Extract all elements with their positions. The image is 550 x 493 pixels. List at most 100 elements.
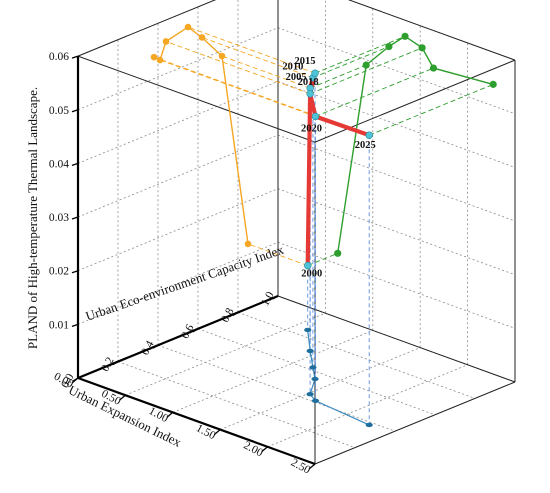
connector-to-yz-wall-2010 [201, 37, 314, 79]
projection-lines [150, 23, 497, 428]
projection-point-yz-2005 [218, 52, 226, 60]
grid-line-yz-z4 [77, 27, 279, 111]
grid-line-xz-z5 [348, 0, 516, 61]
x-tick-1 [118, 394, 126, 401]
projection-point-yz-2010 [198, 34, 206, 41]
main-point-2025 [365, 131, 373, 139]
year-label-2018: 2018 [298, 77, 319, 88]
year-label-2000: 2000 [301, 269, 322, 280]
z-tick-label-2: 0.03 [49, 212, 69, 224]
grid-line-xz-z0 [277, 241, 516, 329]
y-tick-label-5: 1.0 [259, 290, 276, 309]
y-tick-label-2: 0.4 [139, 339, 156, 358]
connector-to-xz-wall-2000 [307, 252, 338, 267]
projection-line-yz-wall [153, 26, 249, 244]
y-tick-label-4: 0.8 [219, 306, 236, 325]
grid-line-xy-y4 [237, 312, 476, 399]
z-tick-5 [71, 55, 79, 59]
projection-point-floor-2015 [311, 376, 319, 382]
y-tick-5 [272, 295, 279, 300]
y-axis-title: Urban Eco-environment Capacity Index [84, 242, 286, 324]
projection-point-floor-2025 [365, 422, 373, 428]
y-tick-0 [72, 377, 79, 382]
projection-point-xz-2000 [334, 249, 342, 257]
connector-to-yz-wall-2000 [247, 243, 308, 267]
projection-point-xz-2020 [429, 64, 438, 72]
projection-point-floor-2020 [311, 398, 320, 403]
projection-point-floor-2010 [309, 365, 317, 370]
projection-point-xz-2025 [489, 80, 497, 88]
main-point-2020 [311, 112, 320, 121]
z-tick-label-1: 0.02 [49, 266, 69, 278]
connector-to-yz-wall-2025 [153, 56, 370, 136]
y-tick-4 [232, 311, 239, 316]
grid-line-xy-y2 [157, 344, 396, 432]
year-label-2010: 2010 [282, 62, 303, 73]
y-axis-line [77, 294, 279, 380]
z-tick-0 [71, 323, 79, 327]
projection-point-yz-2018 [162, 38, 170, 45]
connector-to-yz-wall-2015 [187, 26, 316, 74]
axes-layer: 0.010.020.030.040.050.060.000.501.001.50… [49, 51, 316, 477]
projection-point-xz-2015 [401, 32, 409, 40]
box-edge-9 [314, 381, 516, 465]
projection-point-floor-2005 [306, 348, 314, 354]
grid-line-xz-z4 [277, 27, 516, 115]
projection-point-yz-2015 [184, 23, 192, 31]
projection-point-yz-2020 [156, 56, 164, 64]
grid-line-xz-z2 [277, 134, 516, 222]
grid-line-xz-z1 [277, 188, 516, 276]
z-axis-title: PLAND of High-temperature Thermal Landsc… [25, 87, 40, 349]
projection-point-xz-2005 [362, 61, 370, 69]
y-tick-label-1: 0.2 [99, 355, 116, 374]
x-tick-label-4: 2.00 [241, 439, 265, 459]
year-label-2025: 2025 [355, 140, 376, 151]
z-tick-label-5: 0.06 [49, 51, 69, 63]
projection-point-xz-2010 [385, 42, 393, 51]
grid-line-xy-x4 [267, 364, 468, 448]
box-edge-8 [277, 295, 516, 383]
box-edge-6 [314, 59, 516, 143]
projection-point-floor-2000 [304, 327, 312, 333]
x-tick-3 [213, 429, 221, 436]
grid-line-yz-z5 [77, 0, 216, 57]
x-axis-line [77, 376, 316, 466]
z-tick-label-0: 0.01 [49, 319, 69, 331]
x-tick-label-3: 1.50 [194, 422, 218, 442]
grid-line-yz-z1 [77, 188, 279, 272]
grid-line-yz-z3 [77, 81, 279, 164]
x-tick-4 [261, 446, 269, 453]
y-tick-2 [152, 344, 159, 349]
y-tick-label-3: 0.6 [179, 322, 196, 341]
box-edge-5 [347, 0, 516, 61]
connector-to-yz-wall-2018 [165, 41, 311, 95]
x-tick-5 [308, 463, 316, 470]
grid-line-xy-y1 [117, 361, 356, 448]
main-point-2000 [304, 261, 312, 270]
connector-to-xz-wall-2020 [315, 67, 434, 117]
x-tick-2 [166, 411, 174, 418]
x-tick-label-5: 2.50 [289, 457, 313, 477]
z-tick-label-4: 0.05 [49, 105, 69, 117]
projection-point-floor-2018 [306, 392, 314, 397]
main-point-2018 [306, 90, 314, 98]
grid-line-yz-z2 [77, 134, 279, 218]
connector-to-xz-wall-2010 [312, 46, 390, 79]
connector-to-xz-wall-2005 [309, 64, 367, 89]
z-tick-3 [71, 162, 79, 167]
z-tick-2 [71, 216, 79, 220]
year-label-2020: 2020 [301, 123, 322, 134]
z-tick-label-3: 0.04 [49, 158, 69, 170]
grid-line-xy-x1 [125, 312, 326, 396]
grid-line-xy-y3 [197, 328, 436, 416]
y-tick-1 [112, 361, 119, 366]
box-edge-4 [77, 0, 217, 57]
z-tick-4 [71, 109, 79, 113]
z-tick-1 [71, 270, 79, 274]
connector-to-xz-wall-2025 [369, 83, 494, 136]
main-point-2015 [311, 69, 319, 77]
projection-connectors [153, 26, 494, 425]
connector-to-xz-wall-2015 [314, 35, 406, 74]
